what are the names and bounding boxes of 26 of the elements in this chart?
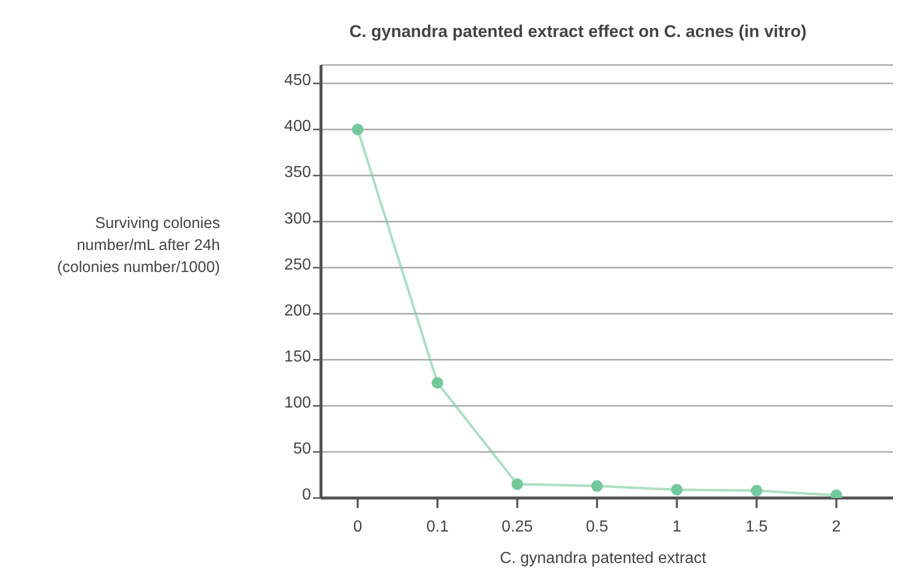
x-tick-label: 2 <box>832 518 841 536</box>
chart-title: C. gynandra patented extract effect on C. acnes (in vitro) <box>348 22 808 42</box>
y-tick-label: 100 <box>284 394 312 412</box>
x-tick-label: 0.5 <box>586 518 608 536</box>
y-tick-label: 350 <box>284 164 312 182</box>
point <box>512 478 523 490</box>
y-tick-label: 250 <box>284 256 312 274</box>
x-tick-label: 0.1 <box>426 518 449 536</box>
point <box>352 124 364 136</box>
x-axis-title: C. gynandra patented extract <box>498 550 708 568</box>
x-tick-label: 1 <box>672 518 682 536</box>
y-tick-label: 400 <box>284 118 312 136</box>
x-tick-label: 0.25 <box>502 518 533 536</box>
point <box>671 484 683 496</box>
point <box>591 480 603 492</box>
x-tick-label: 0 <box>353 518 362 536</box>
y-tick-label: 0 <box>302 486 312 504</box>
y-tick-label: 200 <box>284 302 312 320</box>
y-tick-label: 50 <box>293 440 312 458</box>
x-tick-label: 1.5 <box>745 518 768 536</box>
y-tick-label: 300 <box>284 210 312 228</box>
y-tick-label: 450 <box>284 72 312 90</box>
y-tick-label: 150 <box>284 348 312 366</box>
y-axis-title: Surviving colonies number/mL after 24h (colonies number/1000) <box>56 214 220 278</box>
point <box>432 377 444 389</box>
point <box>750 484 762 496</box>
